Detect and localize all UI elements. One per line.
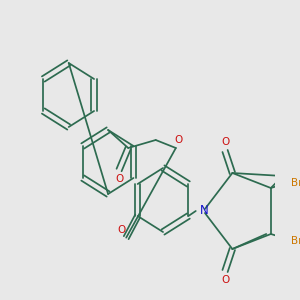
- Text: O: O: [221, 275, 229, 285]
- Text: Br: Br: [291, 178, 300, 188]
- Text: O: O: [175, 135, 183, 145]
- Text: O: O: [115, 174, 123, 184]
- Text: N: N: [200, 205, 209, 218]
- Text: O: O: [221, 137, 229, 147]
- Text: O: O: [118, 225, 126, 235]
- Text: Br: Br: [291, 236, 300, 246]
